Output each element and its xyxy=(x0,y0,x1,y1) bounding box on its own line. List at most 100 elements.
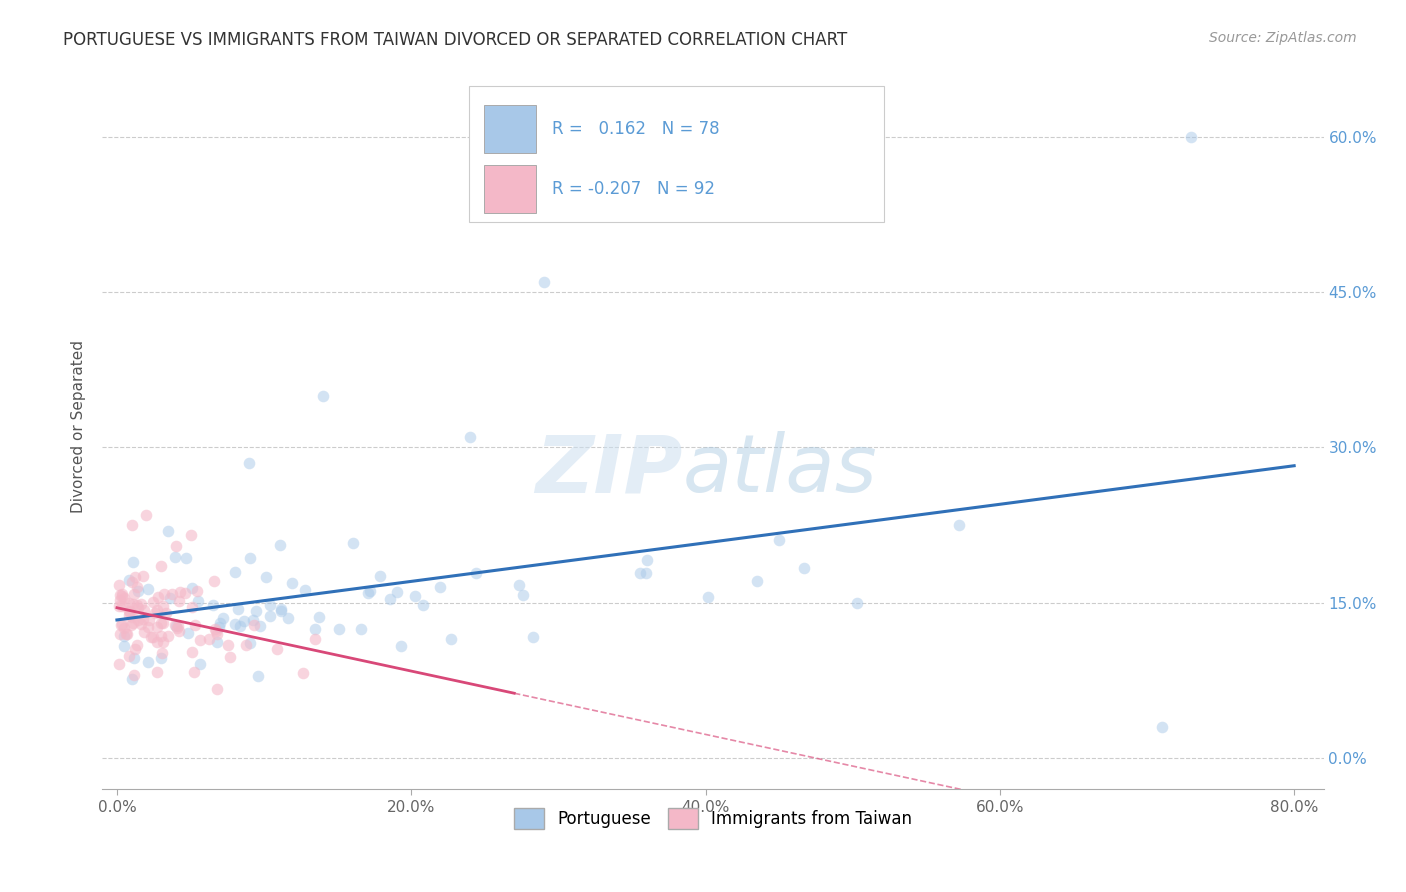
Point xyxy=(350,622,373,636)
Point xyxy=(115,627,138,641)
Point xyxy=(117,607,139,622)
FancyBboxPatch shape xyxy=(485,165,536,212)
Point xyxy=(156,629,179,643)
Point xyxy=(204,622,226,636)
Point xyxy=(208,616,231,631)
Point xyxy=(277,611,299,625)
Point xyxy=(202,599,225,613)
Point xyxy=(217,638,239,652)
Point xyxy=(312,388,335,402)
Point xyxy=(118,596,141,610)
Point xyxy=(112,621,135,635)
Point xyxy=(259,609,281,624)
Point xyxy=(150,559,173,574)
Point xyxy=(124,586,146,600)
Point xyxy=(359,584,381,599)
Point xyxy=(793,561,815,575)
Point xyxy=(208,620,231,634)
Point xyxy=(120,618,142,632)
Point xyxy=(135,508,157,522)
Point xyxy=(159,591,181,605)
Point xyxy=(112,639,135,653)
Point xyxy=(149,651,172,665)
Point xyxy=(308,610,330,624)
Point xyxy=(387,585,409,599)
Point xyxy=(111,616,134,631)
Point xyxy=(118,648,141,663)
Point xyxy=(205,681,228,696)
Point xyxy=(150,646,173,660)
Point xyxy=(167,624,190,638)
Point xyxy=(138,613,160,627)
Point xyxy=(228,618,250,632)
Point xyxy=(146,603,169,617)
Point xyxy=(146,620,169,634)
Point xyxy=(127,598,149,612)
Point xyxy=(269,538,291,552)
Point xyxy=(118,604,141,618)
Point xyxy=(167,593,190,607)
Point xyxy=(845,596,868,610)
Point xyxy=(183,618,205,632)
Point xyxy=(169,584,191,599)
Point xyxy=(948,518,970,533)
Point xyxy=(239,636,262,650)
Point xyxy=(243,618,266,632)
Point xyxy=(235,639,257,653)
Text: R =   0.162   N = 78: R = 0.162 N = 78 xyxy=(551,120,720,137)
Point xyxy=(357,585,380,599)
Point xyxy=(1180,129,1202,144)
Point xyxy=(294,582,316,597)
Point xyxy=(181,600,204,615)
Point xyxy=(239,550,262,565)
Point xyxy=(122,598,145,612)
Point xyxy=(149,629,172,643)
Point xyxy=(145,665,167,679)
Point xyxy=(127,613,149,627)
Point xyxy=(152,599,174,613)
Point xyxy=(138,582,160,597)
Point xyxy=(136,620,159,634)
Legend: Portuguese, Immigrants from Taiwan: Portuguese, Immigrants from Taiwan xyxy=(508,802,918,835)
Text: ZIP: ZIP xyxy=(536,431,682,509)
Point xyxy=(165,619,187,633)
Point xyxy=(187,594,209,608)
Point xyxy=(219,650,242,665)
Point xyxy=(186,583,208,598)
Text: PORTUGUESE VS IMMIGRANTS FROM TAIWAN DIVORCED OR SEPARATED CORRELATION CHART: PORTUGUESE VS IMMIGRANTS FROM TAIWAN DIV… xyxy=(63,31,848,49)
Point xyxy=(155,606,177,620)
Point xyxy=(179,528,201,542)
Point xyxy=(122,615,145,630)
Point xyxy=(146,634,169,648)
Point xyxy=(125,638,148,652)
Point xyxy=(174,550,197,565)
Point xyxy=(465,566,488,581)
Point xyxy=(1150,720,1173,734)
Point xyxy=(207,635,229,649)
Text: atlas: atlas xyxy=(682,431,877,509)
Point xyxy=(180,645,202,659)
FancyBboxPatch shape xyxy=(468,86,884,222)
Point xyxy=(328,622,350,636)
Point xyxy=(224,565,246,579)
Point xyxy=(429,580,451,594)
FancyBboxPatch shape xyxy=(485,104,536,153)
Text: R = -0.207   N = 92: R = -0.207 N = 92 xyxy=(551,180,714,198)
Point xyxy=(110,617,132,632)
Text: Source: ZipAtlas.com: Source: ZipAtlas.com xyxy=(1209,31,1357,45)
Point xyxy=(259,598,281,612)
Point xyxy=(266,641,288,656)
Point xyxy=(768,533,790,548)
Point xyxy=(238,456,260,470)
Point xyxy=(281,576,304,591)
Point xyxy=(132,569,155,583)
Point xyxy=(127,584,149,599)
Point xyxy=(226,602,249,616)
Point xyxy=(242,613,264,627)
Point xyxy=(121,518,143,533)
Point xyxy=(177,625,200,640)
Point xyxy=(121,672,143,686)
Point xyxy=(134,603,156,617)
Point xyxy=(270,601,292,615)
Point xyxy=(121,575,143,590)
